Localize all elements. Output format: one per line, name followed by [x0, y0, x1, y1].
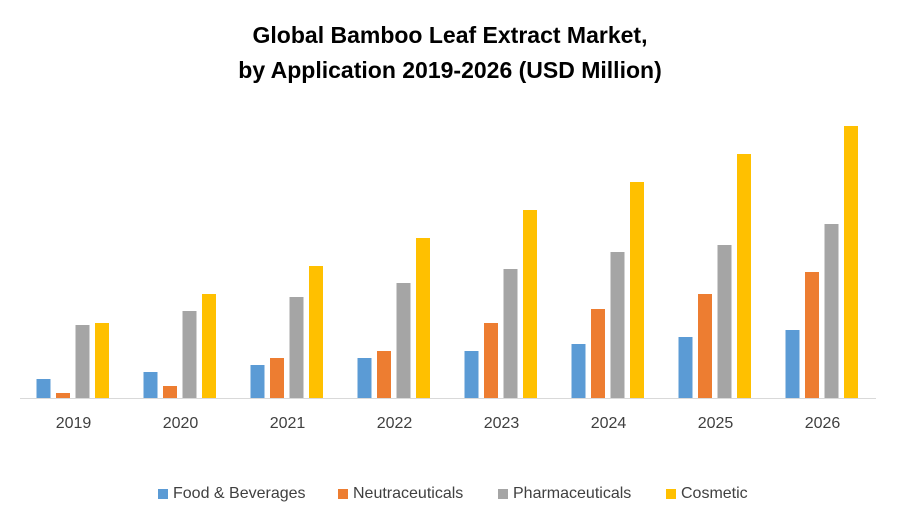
bar	[844, 126, 858, 398]
legend-label: Pharmaceuticals	[513, 485, 631, 502]
bar	[396, 283, 411, 398]
bar	[75, 325, 90, 398]
bar	[289, 297, 304, 398]
bar	[357, 358, 372, 398]
bar	[717, 245, 732, 398]
bar	[202, 294, 216, 398]
legend-label: Cosmetic	[681, 485, 748, 502]
bar	[377, 351, 391, 398]
bar	[785, 330, 800, 398]
x-tick-label: 2024	[591, 415, 627, 432]
x-tick-label: 2026	[805, 415, 841, 432]
bar	[737, 154, 751, 398]
legend-label: Food & Beverages	[173, 485, 306, 502]
bar	[610, 252, 625, 398]
bar	[484, 323, 498, 398]
chart-title: Global Bamboo Leaf Extract Market,	[253, 22, 648, 48]
bar	[416, 238, 430, 398]
bar	[163, 386, 177, 398]
bar	[36, 379, 51, 398]
legend-label: Neutraceuticals	[353, 485, 463, 502]
bar	[824, 224, 839, 398]
bar	[309, 266, 323, 398]
chart-title: by Application 2019-2026 (USD Million)	[238, 57, 661, 83]
legend-swatch	[666, 489, 676, 499]
bar	[678, 337, 693, 398]
legend-swatch	[338, 489, 348, 499]
bar	[630, 182, 644, 398]
x-tick-label: 2021	[270, 415, 306, 432]
x-tick-label: 2025	[698, 415, 734, 432]
bar	[571, 344, 586, 398]
legend-swatch	[498, 489, 508, 499]
bar	[182, 311, 197, 398]
bar	[95, 323, 109, 398]
bar	[591, 309, 605, 398]
bar	[503, 269, 518, 398]
bar	[143, 372, 158, 398]
bar	[698, 294, 712, 398]
bar	[464, 351, 479, 398]
bar	[270, 358, 284, 398]
legend-swatch	[158, 489, 168, 499]
x-tick-label: 2022	[377, 415, 413, 432]
x-tick-label: 2023	[484, 415, 520, 432]
bar	[250, 365, 265, 398]
x-tick-label: 2019	[56, 415, 92, 432]
bar	[523, 210, 537, 398]
bar	[56, 393, 70, 398]
x-tick-label: 2020	[163, 415, 199, 432]
bar	[805, 272, 819, 398]
